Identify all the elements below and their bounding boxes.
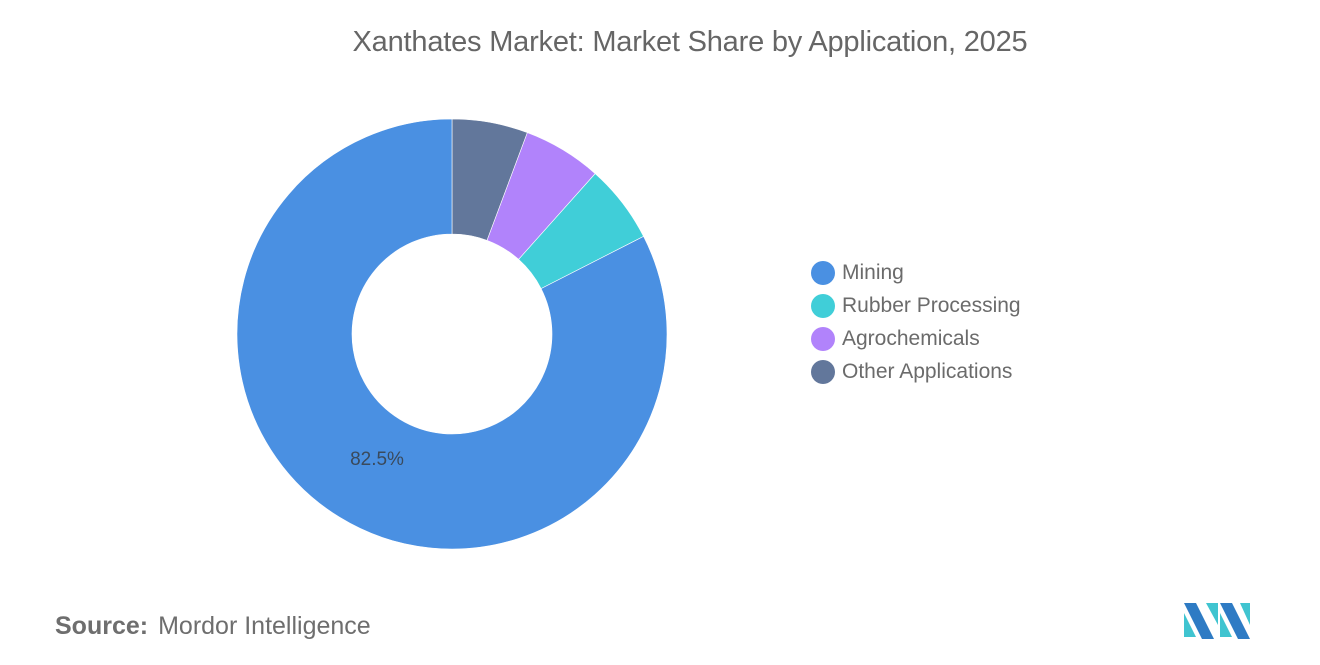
legend-label: Other Applications bbox=[842, 359, 1013, 383]
chart-title: Xanthates Market: Market Share by Applic… bbox=[352, 26, 1028, 58]
mining-value-label: 82.5% bbox=[350, 449, 404, 470]
donut-slices bbox=[236, 118, 668, 550]
legend-label: Mining bbox=[842, 260, 904, 284]
slice-mining[interactable] bbox=[236, 118, 668, 550]
legend-item-other-applications[interactable]: Other Applications bbox=[811, 355, 1021, 388]
source-label: Source: bbox=[55, 612, 149, 640]
legend-dot-icon bbox=[811, 293, 835, 318]
mordor-intelligence-logo-icon bbox=[1184, 603, 1250, 639]
legend-dot-icon bbox=[811, 359, 835, 384]
legend-label: Rubber Processing bbox=[842, 293, 1021, 317]
legend-item-mining[interactable]: Mining bbox=[811, 256, 1021, 289]
chart-legend: Mining Rubber Processing Agrochemicals O… bbox=[811, 256, 1021, 388]
legend-dot-icon bbox=[811, 260, 835, 285]
source-value: Mordor Intelligence bbox=[158, 612, 371, 640]
legend-item-rubber-processing[interactable]: Rubber Processing bbox=[811, 289, 1021, 322]
source-attribution: Source: Mordor Intelligence bbox=[55, 612, 371, 641]
legend-label: Agrochemicals bbox=[842, 326, 980, 350]
legend-item-agrochemicals[interactable]: Agrochemicals bbox=[811, 322, 1021, 355]
legend-dot-icon bbox=[811, 326, 835, 351]
